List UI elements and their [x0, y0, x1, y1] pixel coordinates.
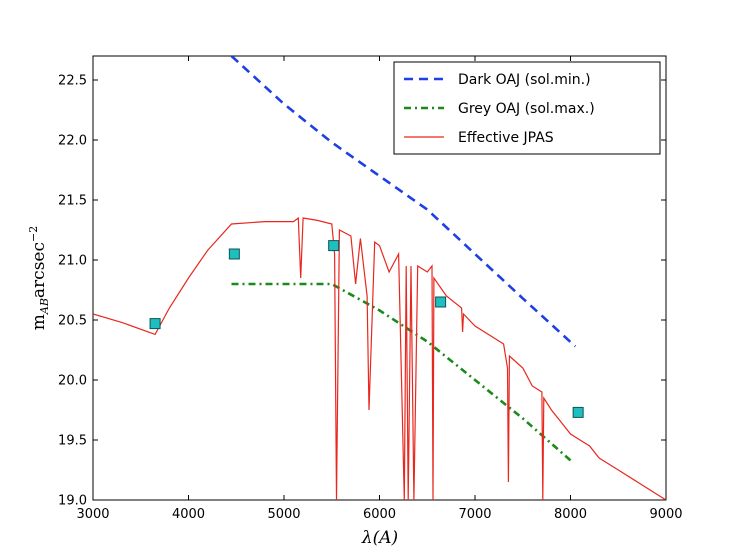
legend-label-grey: Grey OAJ (sol.max.) [458, 101, 595, 117]
series-line-2 [93, 216, 666, 500]
y-axis-title-sup: −2 [27, 226, 40, 242]
series-layer [93, 56, 666, 500]
y-tick-label: 22.5 [58, 74, 87, 89]
y-tick-label: 19.5 [58, 434, 87, 449]
filter-marker [435, 296, 447, 308]
y-tick-label: 19.0 [58, 494, 87, 509]
y-axis-title-main: m [29, 314, 49, 330]
filter-marker [228, 248, 240, 260]
y-tick-label: 20.0 [58, 374, 87, 389]
legend-label-dark: Dark OAJ (sol.min.) [458, 72, 591, 88]
filter-marker [572, 406, 584, 418]
legend-label-effective: Effective JPAS [458, 130, 554, 146]
y-axis-title-sub: AB [38, 298, 51, 315]
y-axis-title-rest: arcsec [29, 242, 49, 298]
x-tick-label: 7000 [458, 507, 491, 522]
y-tick-label: 21.0 [58, 254, 87, 269]
x-axis-title: λ(A) [361, 528, 398, 548]
filter-marker [328, 240, 340, 252]
y-axis-title: mABarcsec−2 [27, 226, 51, 330]
tick-group: 3000 4000 5000 6000 7000 8000 9000 19.0 19.5 20.0… [58, 56, 683, 522]
y-tick-label: 20.5 [58, 314, 87, 329]
x-tick-label: 3000 [76, 507, 109, 522]
series-line-1 [231, 282, 572, 462]
markers-layer [149, 240, 584, 418]
y-tick-label: 21.5 [58, 194, 87, 209]
filter-marker [149, 318, 161, 330]
x-tick-label: 5000 [267, 507, 300, 522]
legend: Dark OAJ (sol.min.) Grey OAJ (sol.max.) … [393, 61, 661, 155]
x-tick-label: 6000 [363, 507, 396, 522]
series-line-0 [230, 56, 577, 348]
x-tick-label: 4000 [172, 507, 205, 522]
y-tick-label: 22.0 [58, 134, 87, 149]
x-tick-label: 8000 [554, 507, 587, 522]
x-tick-label: 9000 [649, 507, 682, 522]
